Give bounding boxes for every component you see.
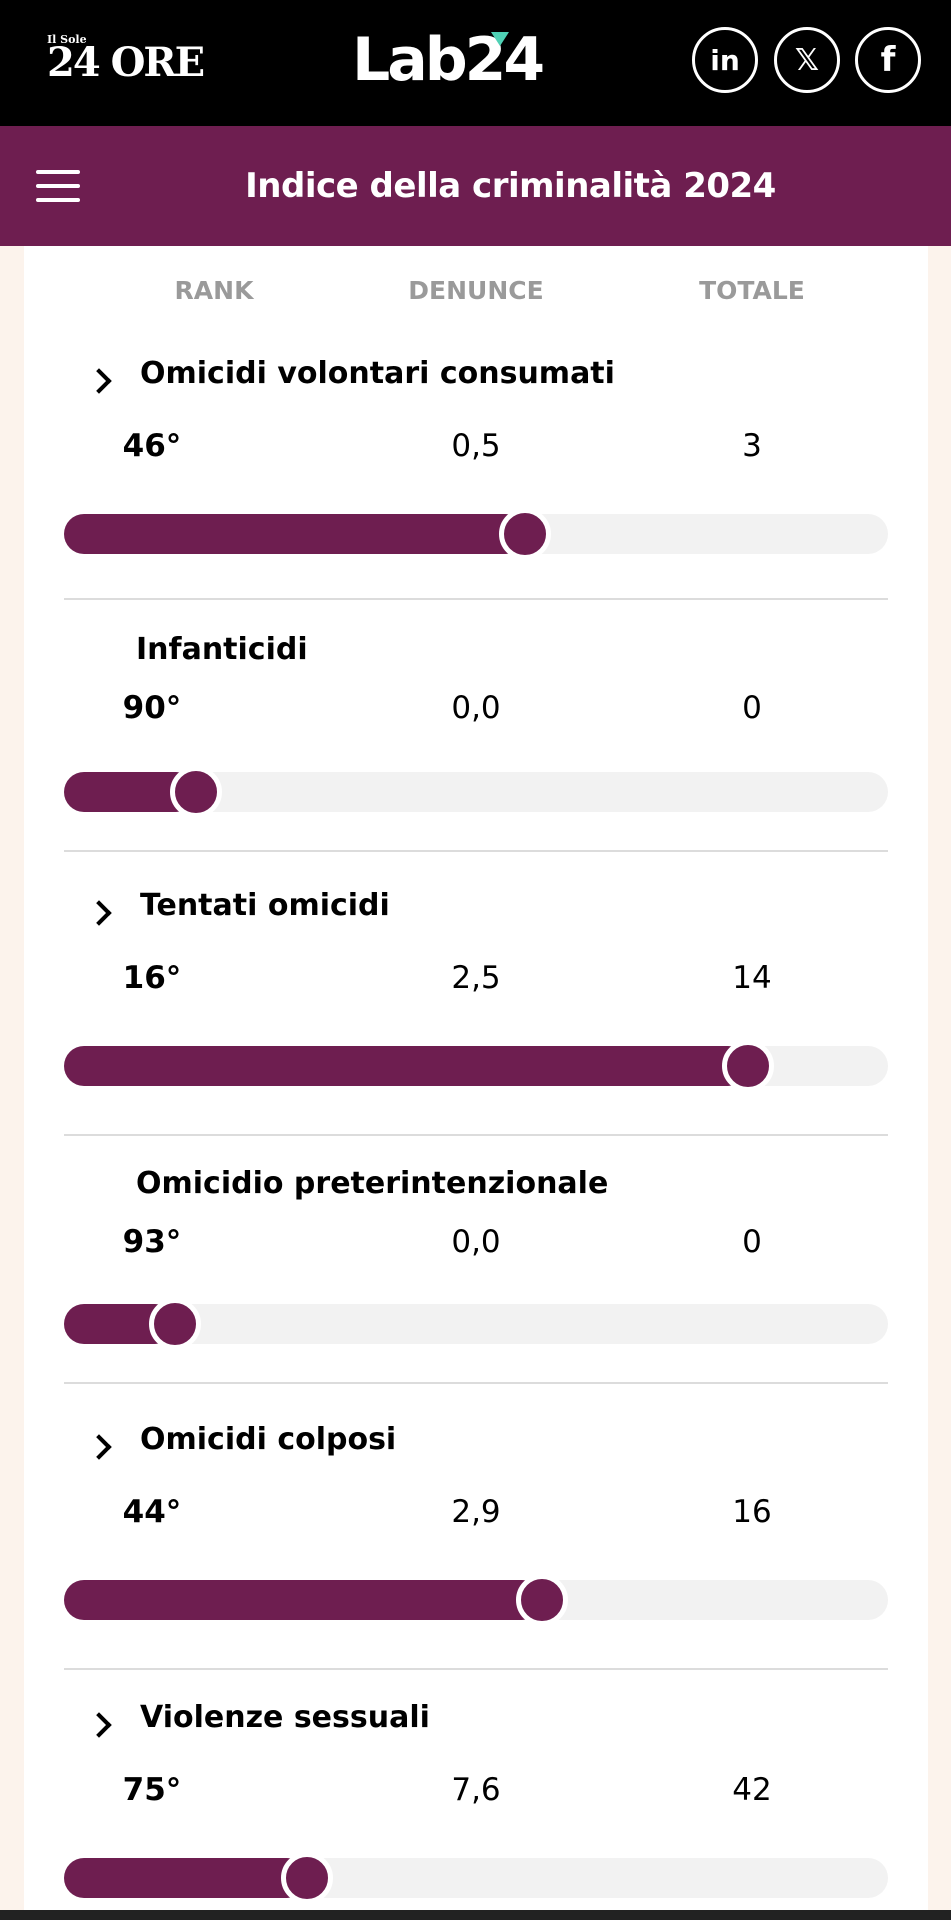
page-background: RANK DENUNCE TOTALE Omicidi volontari co…	[0, 246, 951, 1910]
sole-24-ore-logo[interactable]: Il Sole 24 ORE	[47, 33, 205, 86]
crime-rank: 46°	[122, 428, 182, 464]
top-bar: Il Sole 24 ORE Lab24 in 𝕏 f	[0, 0, 951, 122]
crime-level-bar	[64, 508, 888, 560]
column-header-totale: TOTALE	[699, 276, 805, 305]
crime-rank: 90°	[122, 690, 182, 726]
crime-level-fill	[64, 514, 525, 554]
crime-denunce: 0,5	[451, 428, 501, 464]
crime-level-knob	[170, 766, 222, 818]
column-header-denunce: DENUNCE	[408, 276, 544, 305]
chevron-right-icon[interactable]	[86, 900, 112, 926]
crime-level-bar	[64, 1574, 888, 1626]
linkedin-label: in	[710, 43, 740, 77]
crime-index-card: RANK DENUNCE TOTALE Omicidi volontari co…	[24, 246, 928, 1910]
page-title: Indice della criminalità 2024	[245, 166, 776, 206]
crime-level-knob	[722, 1040, 774, 1092]
crime-level-bar	[64, 1852, 888, 1904]
crime-name: Infanticidi	[136, 632, 308, 667]
x-twitter-icon[interactable]: 𝕏	[774, 27, 840, 93]
crime-level-bar	[64, 1040, 888, 1092]
lab24-logo-text: Lab24	[352, 25, 545, 95]
crime-rank: 75°	[122, 1772, 182, 1808]
crime-name[interactable]: Omicidi colposi	[140, 1422, 397, 1457]
crime-level-knob	[281, 1852, 333, 1904]
linkedin-icon[interactable]: in	[692, 27, 758, 93]
crime-totale: 42	[732, 1772, 772, 1808]
menu-line	[36, 170, 80, 174]
crime-level-fill	[64, 1580, 542, 1620]
crime-totale: 16	[732, 1494, 772, 1530]
lab24-logo[interactable]: Lab24	[352, 24, 545, 96]
row-divider	[64, 850, 888, 852]
crime-level-fill	[64, 1046, 748, 1086]
row-divider	[64, 598, 888, 600]
crime-name[interactable]: Violenze sessuali	[140, 1700, 430, 1735]
crime-denunce: 2,9	[451, 1494, 501, 1530]
crime-denunce: 0,0	[451, 1224, 501, 1260]
menu-line	[36, 198, 80, 202]
chevron-right-icon[interactable]	[86, 1712, 112, 1738]
row-divider	[64, 1134, 888, 1136]
crime-name[interactable]: Tentati omicidi	[140, 888, 390, 923]
crime-rank: 16°	[122, 960, 182, 996]
hamburger-menu-icon[interactable]	[36, 170, 80, 202]
crime-totale: 3	[742, 428, 762, 464]
row-divider	[64, 1668, 888, 1670]
page-header: Indice della criminalità 2024	[0, 126, 951, 246]
crime-name: Omicidio preterintenzionale	[136, 1166, 609, 1201]
crime-totale: 0	[742, 1224, 762, 1260]
crime-denunce: 2,5	[451, 960, 501, 996]
column-header-rank: RANK	[174, 276, 254, 305]
crime-level-fill	[64, 1858, 307, 1898]
facebook-icon[interactable]: f	[855, 27, 921, 93]
crime-name[interactable]: Omicidi volontari consumati	[140, 356, 615, 391]
crime-rank: 44°	[122, 1494, 182, 1530]
crime-totale: 14	[732, 960, 772, 996]
menu-line	[36, 184, 80, 188]
bottom-edge	[0, 1910, 951, 1920]
facebook-label: f	[880, 40, 896, 80]
crime-level-knob	[149, 1298, 201, 1350]
crime-level-knob	[516, 1574, 568, 1626]
row-divider	[64, 1382, 888, 1384]
chevron-right-icon[interactable]	[86, 1434, 112, 1460]
sole-logo-big: 24 ORE	[47, 39, 205, 86]
crime-totale: 0	[742, 690, 762, 726]
crime-level-bar	[64, 766, 888, 818]
crime-level-knob	[499, 508, 551, 560]
crime-denunce: 0,0	[451, 690, 501, 726]
x-label: 𝕏	[794, 42, 820, 78]
crime-level-bar	[64, 1298, 888, 1350]
crime-rank: 93°	[122, 1224, 182, 1260]
lab24-triangle-icon	[491, 32, 509, 46]
crime-denunce: 7,6	[451, 1772, 501, 1808]
sole-logo-small: Il Sole	[47, 33, 87, 46]
chevron-right-icon[interactable]	[86, 368, 112, 394]
